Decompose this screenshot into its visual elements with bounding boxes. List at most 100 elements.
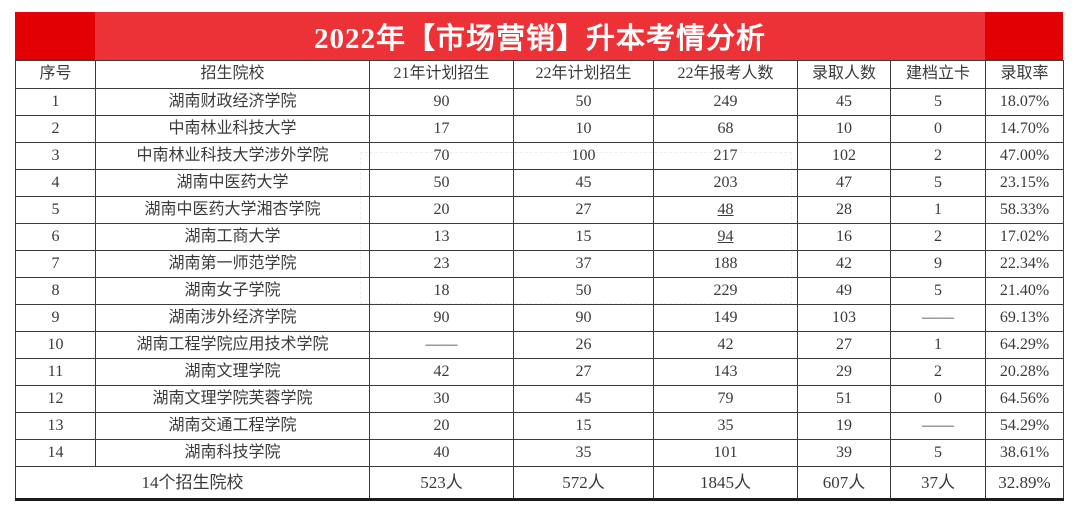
cell-jdlk: 0 <box>890 385 986 413</box>
cell-school: 湖南文理学院芙蓉学院 <box>95 385 370 413</box>
cell-jdlk: 2 <box>890 142 986 170</box>
data-table: 序号 招生院校 21年计划招生 22年计划招生 22年报考人数 录取人数 建档立卡 录取率 1… <box>15 60 1064 501</box>
cell-applicants22: 188 <box>653 250 798 278</box>
cell-jdlk: 1 <box>890 331 986 359</box>
table-row: 13 湖南交通工程学院 20 15 35 19 —— 54.29% <box>15 412 1064 440</box>
cell-plan21: 13 <box>369 223 514 251</box>
table-row: 3 中南林业科技大学涉外学院 70 100 217 102 2 47.00% <box>15 142 1064 170</box>
cell-admitted: 45 <box>797 88 891 116</box>
cell-applicants22: 79 <box>653 385 798 413</box>
cell-rate: 38.61% <box>985 439 1064 467</box>
header-row: 序号 招生院校 21年计划招生 22年计划招生 22年报考人数 录取人数 建档立卡 录取率 <box>15 60 1064 89</box>
column-header-school: 招生院校 <box>95 60 370 89</box>
cell-plan21: 90 <box>369 304 514 332</box>
cell-plan21: 17 <box>369 115 514 143</box>
cell-school: 湖南女子学院 <box>95 277 370 305</box>
cell-applicants22: 94 <box>653 223 798 251</box>
cell-applicants22: 101 <box>653 439 798 467</box>
cell-plan21: 20 <box>369 196 514 224</box>
table-row: 12 湖南文理学院芙蓉学院 30 45 79 51 0 64.56% <box>15 385 1064 413</box>
cell-rate: 22.34% <box>985 250 1064 278</box>
cell-plan22: 10 <box>513 115 654 143</box>
cell-rate: 18.07% <box>985 88 1064 116</box>
cell-applicants22: 149 <box>653 304 798 332</box>
cell-plan22: 50 <box>513 88 654 116</box>
table-row: 5 湖南中医药大学湘杏学院 20 27 48 28 1 58.33% <box>15 196 1064 224</box>
cell-rate: 21.40% <box>985 277 1064 305</box>
cell-no: 2 <box>15 115 96 143</box>
cell-applicants22: 229 <box>653 277 798 305</box>
cell-admitted: 49 <box>797 277 891 305</box>
cell-plan22: 45 <box>513 385 654 413</box>
cell-plan22: 27 <box>513 358 654 386</box>
cell-school: 湖南工程学院应用技术学院 <box>95 331 370 359</box>
cell-no: 14 <box>15 439 96 467</box>
cell-admitted: 39 <box>797 439 891 467</box>
cell-applicants22: 68 <box>653 115 798 143</box>
cell-jdlk: 5 <box>890 169 986 197</box>
cell-school: 中南林业科技大学 <box>95 115 370 143</box>
column-header-rate: 录取率 <box>985 60 1064 89</box>
cell-school: 湖南中医药大学湘杏学院 <box>95 196 370 224</box>
cell-admitted: 10 <box>797 115 891 143</box>
cell-school: 湖南涉外经济学院 <box>95 304 370 332</box>
summary-plan22: 572人 <box>513 466 654 501</box>
cell-applicants22: 249 <box>653 88 798 116</box>
title-bar: 2022年【市场营销】升本考情分析 <box>15 12 1063 60</box>
cell-school: 湖南科技学院 <box>95 439 370 467</box>
table-row: 8 湖南女子学院 18 50 229 49 5 21.40% <box>15 277 1064 305</box>
cell-plan22: 35 <box>513 439 654 467</box>
table-row: 1 湖南财政经济学院 90 50 249 45 5 18.07% <box>15 88 1064 116</box>
cell-school: 湖南文理学院 <box>95 358 370 386</box>
cell-plan21: 20 <box>369 412 514 440</box>
summary-label: 14个招生院校 <box>15 466 370 501</box>
column-header-plan22: 22年计划招生 <box>513 60 654 89</box>
cell-plan22: 90 <box>513 304 654 332</box>
cell-school: 湖南第一师范学院 <box>95 250 370 278</box>
cell-admitted: 102 <box>797 142 891 170</box>
cell-plan21: 90 <box>369 88 514 116</box>
cell-jdlk: —— <box>890 412 986 440</box>
cell-no: 4 <box>15 169 96 197</box>
cell-no: 1 <box>15 88 96 116</box>
title-accent-left <box>15 12 95 60</box>
table-row: 2 中南林业科技大学 17 10 68 10 0 14.70% <box>15 115 1064 143</box>
cell-no: 13 <box>15 412 96 440</box>
cell-school: 湖南中医药大学 <box>95 169 370 197</box>
cell-rate: 69.13% <box>985 304 1064 332</box>
table-row: 14 湖南科技学院 40 35 101 39 5 38.61% <box>15 439 1064 467</box>
title-accent-right <box>985 12 1063 60</box>
cell-applicants22: 143 <box>653 358 798 386</box>
cell-rate: 58.33% <box>985 196 1064 224</box>
cell-applicants22: 35 <box>653 412 798 440</box>
cell-rate: 64.56% <box>985 385 1064 413</box>
cell-school: 湖南交通工程学院 <box>95 412 370 440</box>
cell-no: 9 <box>15 304 96 332</box>
summary-row: 14个招生院校 523人 572人 1845人 607人 37人 32.89% <box>15 466 1064 501</box>
cell-jdlk: 9 <box>890 250 986 278</box>
column-header-no: 序号 <box>15 60 96 89</box>
column-header-applicants22: 22年报考人数 <box>653 60 798 89</box>
cell-plan21: —— <box>369 331 514 359</box>
cell-no: 10 <box>15 331 96 359</box>
cell-plan21: 42 <box>369 358 514 386</box>
cell-jdlk: 1 <box>890 196 986 224</box>
cell-plan21: 23 <box>369 250 514 278</box>
cell-admitted: 103 <box>797 304 891 332</box>
cell-jdlk: 5 <box>890 277 986 305</box>
cell-applicants22: 48 <box>653 196 798 224</box>
cell-no: 6 <box>15 223 96 251</box>
cell-no: 5 <box>15 196 96 224</box>
cell-jdlk: 5 <box>890 439 986 467</box>
table-row: 9 湖南涉外经济学院 90 90 149 103 —— 69.13% <box>15 304 1064 332</box>
cell-jdlk: —— <box>890 304 986 332</box>
column-header-admitted: 录取人数 <box>797 60 891 89</box>
cell-admitted: 28 <box>797 196 891 224</box>
cell-rate: 64.29% <box>985 331 1064 359</box>
cell-no: 12 <box>15 385 96 413</box>
cell-rate: 17.02% <box>985 223 1064 251</box>
cell-admitted: 29 <box>797 358 891 386</box>
cell-plan21: 50 <box>369 169 514 197</box>
cell-plan22: 15 <box>513 412 654 440</box>
